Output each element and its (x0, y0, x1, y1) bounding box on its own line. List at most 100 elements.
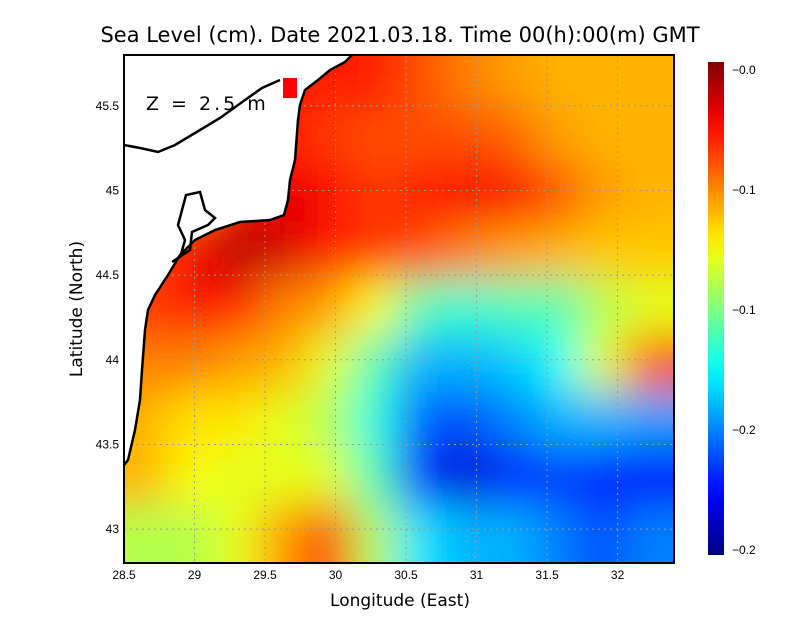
heatmap-cell (580, 55, 631, 114)
heatmap-cell (351, 165, 401, 227)
heatmap-cell (488, 222, 539, 283)
heatmap-cell (488, 165, 539, 227)
plot-area: Z = 2.5 m (124, 55, 674, 563)
heatmap-cell (213, 391, 264, 453)
heatmap-cell (351, 278, 401, 340)
heatmap-cell (626, 448, 674, 509)
heatmap-cell (351, 448, 401, 509)
heatmap-cell (534, 165, 585, 227)
heatmap-cell (259, 278, 310, 340)
heatmap-cell (488, 448, 539, 509)
heatmap-cell (397, 278, 447, 340)
y-tick-label: 45 (106, 183, 120, 197)
x-tick-label: 28.5 (112, 568, 136, 582)
heatmap-cell (259, 222, 310, 283)
heatmap-cell (580, 448, 631, 509)
coastline (124, 55, 353, 466)
heatmap-cell (213, 335, 264, 396)
colorbar-label: −0.1 (732, 183, 756, 197)
heatmap-cell (534, 504, 585, 563)
heatmap-cell (351, 222, 401, 283)
heatmap-cell (397, 109, 447, 170)
heatmap-cell (626, 391, 674, 453)
heatmap-cell (397, 55, 447, 114)
colorbar-label: −0.0 (732, 63, 756, 77)
colorbar-label: −0.1 (732, 303, 756, 317)
heatmap-cell (442, 222, 493, 283)
colorbar-label: −0.2 (732, 543, 756, 557)
heatmap-cell (488, 335, 539, 396)
heatmap-cell (580, 222, 631, 283)
heatmap-cell (626, 109, 674, 170)
heatmap-cell (580, 335, 631, 396)
x-tick-label: 29 (188, 568, 202, 582)
heatmap-cell (442, 165, 493, 227)
plot-frame (123, 54, 675, 564)
heatmap-cell (442, 391, 493, 453)
heatmap-cell (534, 278, 585, 340)
coastline-inner (124, 78, 281, 154)
heatmap-cell (167, 278, 218, 340)
x-tick-label: 31 (470, 568, 484, 582)
heatmap-cell (167, 335, 218, 396)
heatmap-cell (213, 222, 264, 283)
heatmap-cell (534, 109, 585, 170)
heatmap-cell (626, 278, 674, 340)
heatmap-cell (580, 109, 631, 170)
x-tick-label: 32 (611, 568, 625, 582)
heatmap-cell (397, 222, 447, 283)
heatmap-cell (626, 335, 674, 396)
heatmap-cell (580, 278, 631, 340)
colorbar-label: −0.2 (732, 423, 756, 437)
x-axis-label: Longitude (East) (330, 591, 470, 611)
y-tick-label: 43 (106, 522, 120, 536)
heatmap-cell (488, 504, 539, 563)
heatmap-cell (213, 448, 264, 509)
heatmap-cell (626, 222, 674, 283)
heatmap-cell (351, 504, 401, 563)
x-tick-label: 31.5 (535, 568, 559, 582)
y-tick-label: 44.5 (96, 268, 120, 282)
heatmap-cell (534, 448, 585, 509)
heatmap-cell (167, 391, 218, 453)
heatmap-cell (213, 504, 264, 563)
heatmap-cell (534, 335, 585, 396)
heatmap-cell (259, 391, 310, 453)
heatmap-cell (259, 335, 310, 396)
heatmap-cell (351, 391, 401, 453)
heatmap-cell (124, 504, 172, 563)
depth-annotation: Z = 2.5 m (146, 93, 269, 115)
heatmap-cell (580, 391, 631, 453)
heatmap-cell (167, 448, 218, 509)
heatmap-cell (397, 391, 447, 453)
heatmap-cell (167, 504, 218, 563)
heatmap-cell (351, 55, 401, 114)
heatmap-cell (305, 278, 356, 340)
heatmap-cell (351, 109, 401, 170)
heatmap-cell (259, 504, 310, 563)
heatmap-cell (442, 109, 493, 170)
heatmap-cell (305, 335, 356, 396)
heatmap-cell (442, 335, 493, 396)
y-tick-label: 45.5 (96, 99, 120, 113)
heatmap-cell (442, 504, 493, 563)
heatmap-cell (259, 448, 310, 509)
heatmap-cell (213, 278, 264, 340)
y-tick-label: 44 (106, 353, 120, 367)
heatmap-cell (580, 504, 631, 563)
map-title: Sea Level (cm). Date 2021.03.18. Time 00… (100, 23, 699, 47)
heatmap-cell (124, 448, 172, 509)
y-tick-label: 43.5 (96, 437, 120, 451)
colorbar: −0.0 −0.1 −0.1 −0.2 −0.2 (708, 62, 756, 557)
heatmap-cell (305, 448, 356, 509)
heatmap-cell (488, 109, 539, 170)
heatmap-cell (305, 222, 356, 283)
heatmap-cell (442, 55, 493, 114)
heatmap-cell (626, 504, 674, 563)
heatmap-cell (488, 391, 539, 453)
heatmap-cell (397, 504, 447, 563)
heatmap-cell (397, 165, 447, 227)
x-axis-ticks: 28.5 29 29.5 30 30.5 31 31.5 32 (112, 568, 624, 582)
heatmap-cell (397, 335, 447, 396)
